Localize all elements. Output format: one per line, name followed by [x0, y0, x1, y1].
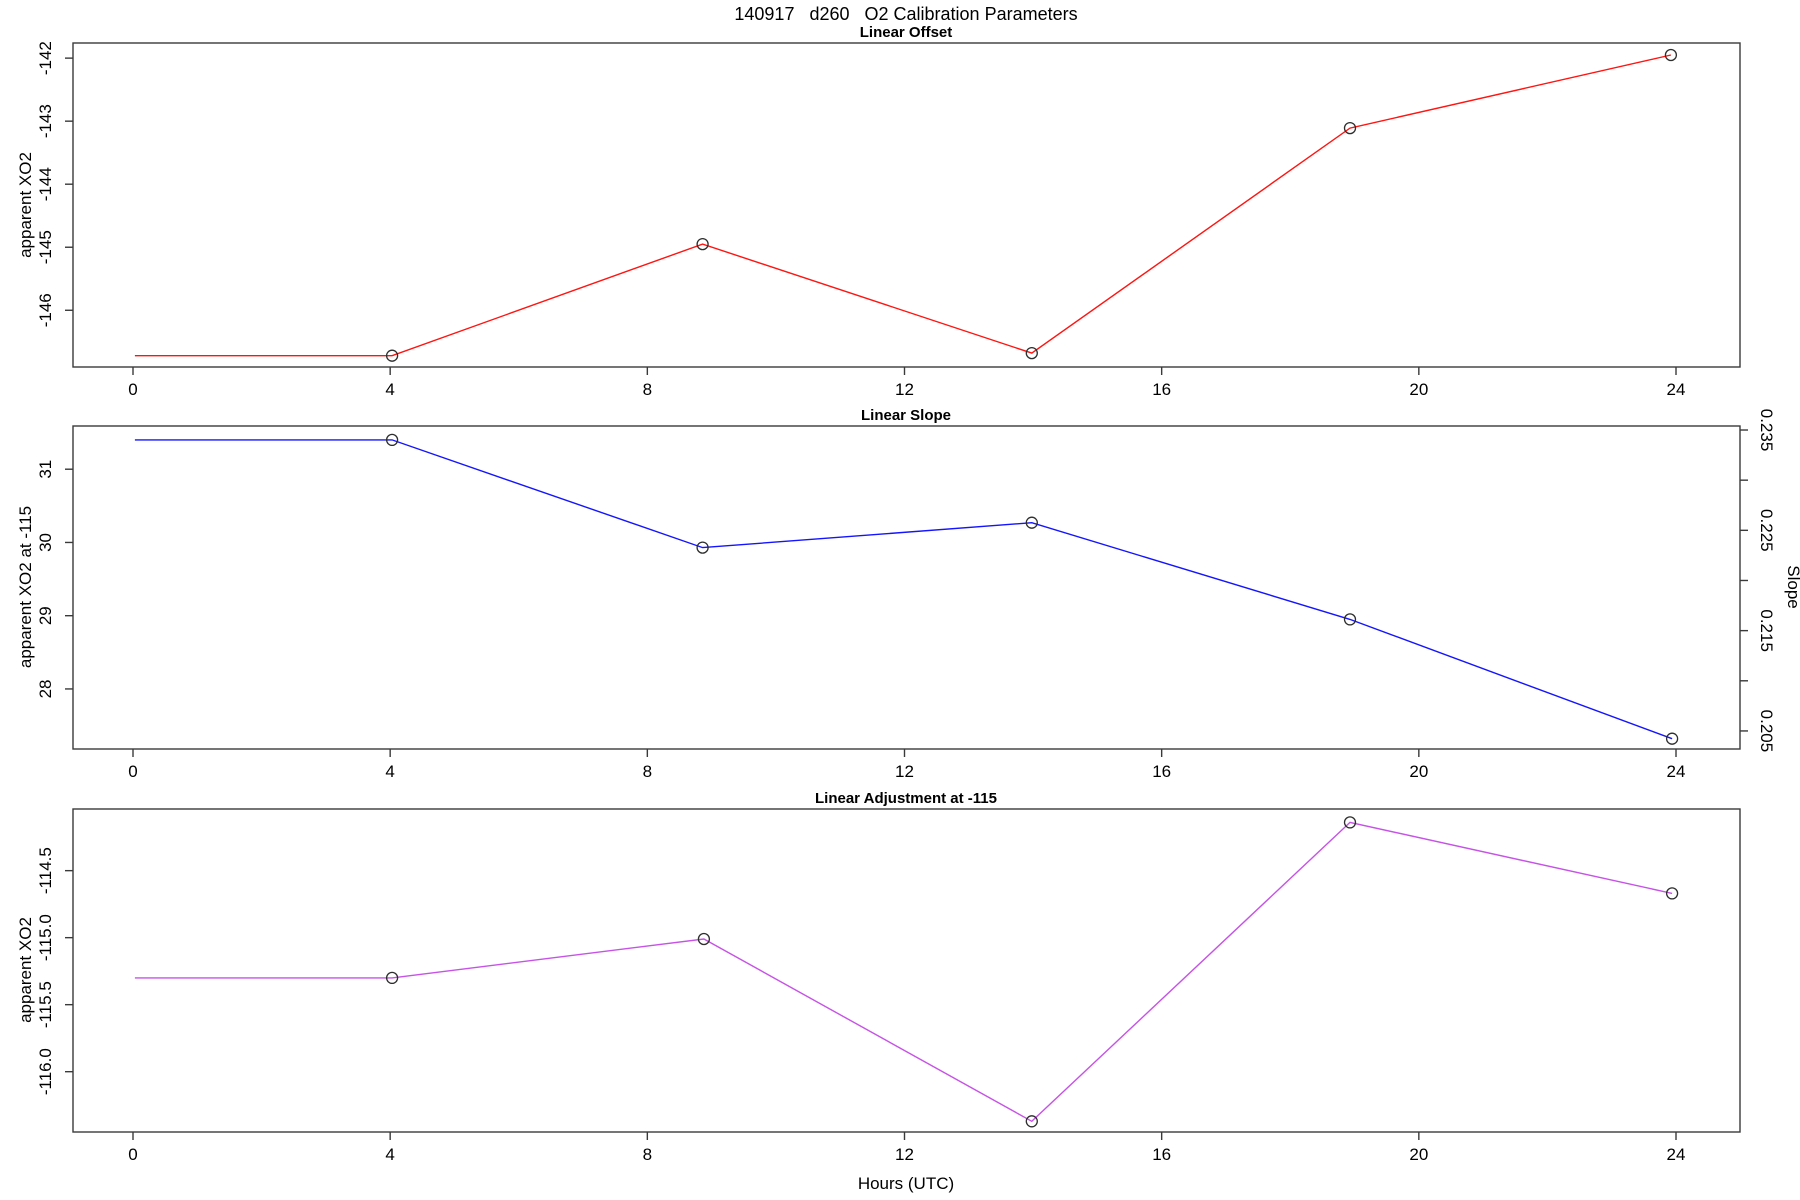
panel-title-linear-offset: Linear Offset: [860, 24, 953, 41]
y-tick-label: -143: [36, 104, 55, 138]
y-tick-label: -142: [36, 41, 55, 75]
y-tick-label: -114.5: [36, 847, 55, 894]
x-tick-label: 12: [895, 1145, 914, 1164]
data-point-marker: [385, 971, 399, 985]
data-point-marker: [1665, 732, 1679, 745]
y-axis-label-offset: apparent XO2: [16, 152, 35, 258]
panel-box: [72, 42, 1741, 368]
y-tick-label: -145: [36, 230, 55, 264]
x-tick-label: 16: [1152, 380, 1171, 399]
x-axis-label: Hours (UTC): [858, 1174, 954, 1193]
y-axis-label-adjustment: apparent XO2: [16, 917, 35, 1023]
linear-adjustment-line: [134, 821, 1673, 1123]
data-point-marker: [1025, 346, 1038, 360]
y-axis-label-slope-left: apparent XO2 at -115: [16, 506, 35, 668]
x-tick-label: 12: [895, 380, 914, 399]
data-point-marker: [696, 541, 709, 554]
panel-box: [72, 425, 1741, 750]
y-axis-label-slope-right: Slope: [1784, 565, 1800, 608]
data-point-marker: [1343, 121, 1357, 135]
x-tick-label: 24: [1667, 762, 1686, 781]
x-tick-label: 16: [1152, 1145, 1171, 1164]
panel-box: [72, 808, 1741, 1133]
y2-tick-label: 0.205: [1757, 710, 1776, 753]
y-tick-label: -115.0: [36, 914, 55, 961]
x-tick-label: 20: [1409, 380, 1428, 399]
data-point-marker: [1665, 887, 1679, 900]
x-tick-label: 24: [1667, 1145, 1686, 1164]
x-tick-label: 8: [643, 762, 652, 781]
x-tick-label: 20: [1409, 762, 1428, 781]
x-tick-label: 24: [1667, 380, 1686, 399]
y-tick-label: 29: [36, 606, 55, 625]
data-point-marker: [1025, 1115, 1038, 1128]
data-point-marker: [385, 433, 399, 447]
x-tick-label: 4: [385, 380, 394, 399]
y-tick-label: -146: [36, 293, 55, 327]
panel-title-linear-adjustment: Linear Adjustment at -115: [815, 790, 997, 807]
data-point-marker: [1343, 816, 1357, 829]
y2-tick-label: 0.225: [1757, 509, 1776, 552]
linear-offset-line: [134, 54, 1672, 357]
x-tick-label: 8: [643, 1145, 652, 1164]
y-tick-label: 28: [36, 679, 55, 698]
linear-slope-line: [134, 439, 1673, 740]
data-point-marker: [697, 932, 711, 946]
panels-group: 0 4 8 12 16 20 24 -146 -145 -144 -143 -142 0 4 8 12 16 20…: [36, 41, 1776, 1164]
x-tick-label: 4: [385, 1145, 394, 1164]
y-tick-label: -116.0: [36, 1048, 55, 1095]
x-tick-label: 8: [643, 380, 652, 399]
y-tick-label: -144: [36, 167, 55, 201]
data-point-marker: [1025, 516, 1038, 529]
y-tick-label: -115.5: [36, 981, 55, 1028]
data-point-marker: [1664, 48, 1678, 62]
y-tick-label: 31: [36, 460, 55, 479]
data-point-marker: [385, 349, 399, 362]
y2-tick-label: 0.215: [1757, 609, 1776, 652]
x-tick-label: 4: [385, 762, 394, 781]
data-point-marker: [1343, 613, 1357, 626]
x-tick-label: 0: [128, 380, 137, 399]
y2-tick-label: 0.235: [1757, 409, 1776, 452]
main-title: 140917 d260 O2 Calibration Parameters: [734, 4, 1077, 24]
x-tick-label: 20: [1409, 1145, 1428, 1164]
y-tick-label: 30: [36, 533, 55, 552]
x-tick-label: 0: [128, 762, 137, 781]
x-tick-label: 12: [895, 762, 914, 781]
x-tick-label: 0: [128, 1145, 137, 1164]
data-point-marker: [696, 237, 709, 251]
x-tick-label: 16: [1152, 762, 1171, 781]
panel-title-linear-slope: Linear Slope: [861, 407, 951, 424]
